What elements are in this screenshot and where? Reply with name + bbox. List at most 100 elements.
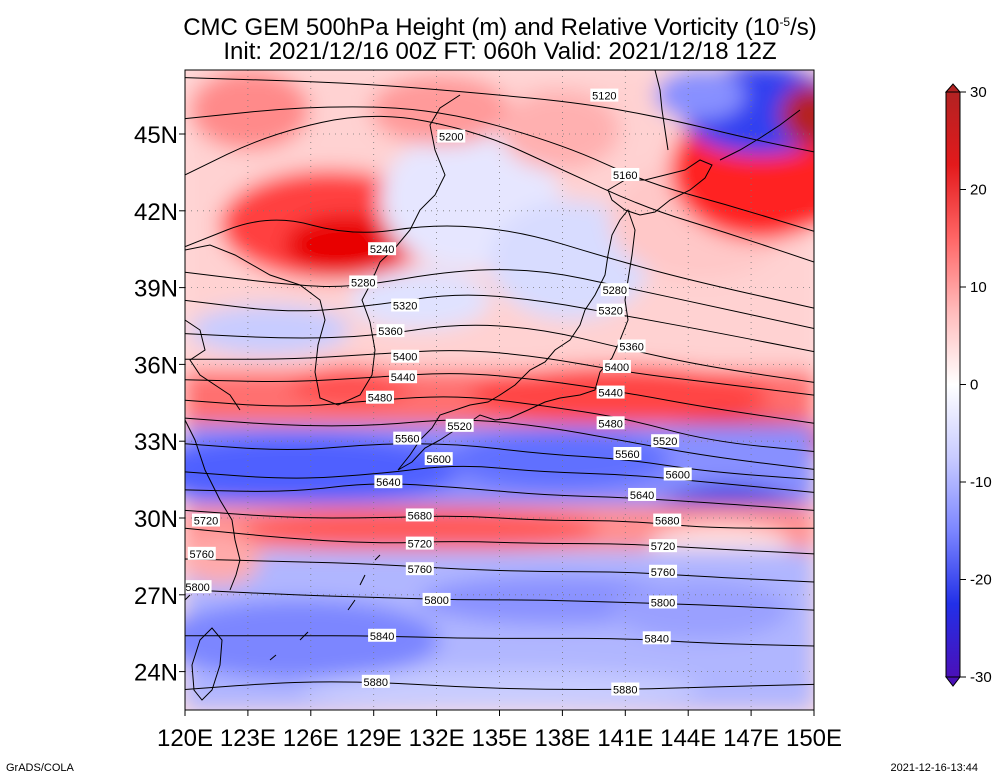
contour-label-5240: 5240 <box>370 244 394 256</box>
longitude-axis: 120E 123E 126E 129E 132E 135E 138E 141E 144E 147E… <box>157 710 842 752</box>
contour-label-bg <box>649 564 678 578</box>
contour-label-bg <box>649 595 678 609</box>
contour-label-5120: 5120 <box>592 91 616 103</box>
contour-label-bg <box>611 682 640 696</box>
contour-label-5680: 5680 <box>408 510 432 522</box>
contour-label-5720: 5720 <box>651 541 675 553</box>
coastlines <box>185 70 801 701</box>
colorbar-ticks: 30 20 10 0 -10 -20 -30 <box>960 84 992 686</box>
contour-label-5400: 5400 <box>605 362 629 374</box>
lat-tick-label: 42N <box>134 199 178 226</box>
contour-label-bg <box>187 546 216 560</box>
contour-label-bg <box>617 339 646 353</box>
contour-label-5480: 5480 <box>598 418 622 430</box>
contour-label-5800: 5800 <box>651 597 675 609</box>
height-contour-5120 <box>185 77 814 153</box>
contour-label-5720: 5720 <box>194 516 218 528</box>
contour-label-5520: 5520 <box>447 421 471 433</box>
lon-tick-label: 147E <box>723 725 779 752</box>
contour-label-bg <box>393 431 422 445</box>
lon-tick-label: 123E <box>220 725 276 752</box>
height-contour-5560 <box>185 443 814 481</box>
lat-tick-label: 33N <box>134 429 178 456</box>
height-contour-5320 <box>185 294 814 353</box>
contour-label-bg <box>361 674 390 688</box>
contour-label-bg <box>602 359 631 373</box>
colorbar-tick-label: 30 <box>970 84 987 101</box>
contour-label-5800: 5800 <box>185 582 209 594</box>
contour-label-5560: 5560 <box>615 449 639 461</box>
contour-label-5640: 5640 <box>376 477 400 489</box>
contour-label-5760: 5760 <box>408 564 432 576</box>
contour-label-5320: 5320 <box>598 306 622 318</box>
contour-label-5480: 5480 <box>368 393 392 405</box>
contour-label-bg <box>405 536 434 550</box>
contour-label-5840: 5840 <box>370 631 394 643</box>
colorbar-top-arrow <box>944 83 962 93</box>
contour-label-5880: 5880 <box>364 677 388 689</box>
contour-label-bg <box>649 539 678 553</box>
lon-tick-label: 135E <box>471 725 527 752</box>
lat-tick-label: 39N <box>134 276 178 303</box>
contour-label-bg <box>368 628 397 642</box>
lon-tick-label: 144E <box>660 725 716 752</box>
title-text: CMC GEM 500hPa Height (m) and Relative V… <box>183 14 780 41</box>
colorbar-tick-label: 20 <box>970 182 987 199</box>
contour-label-bg <box>183 580 212 594</box>
contour-label-bg <box>365 390 394 404</box>
contour-label-5360: 5360 <box>619 341 643 353</box>
contour-label-5760: 5760 <box>190 549 214 561</box>
lon-tick-label: 141E <box>597 725 653 752</box>
colorbar-tick-label: -30 <box>970 669 992 686</box>
height-contour-5280 <box>185 269 814 330</box>
height-contour-5160 <box>185 106 814 232</box>
contour-label-5720: 5720 <box>408 539 432 551</box>
contour-label-5760: 5760 <box>651 567 675 579</box>
contour-label-bg <box>611 167 640 181</box>
lon-tick-label: 120E <box>157 725 213 752</box>
contour-label-bg <box>405 562 434 576</box>
lat-tick-label: 27N <box>134 583 178 610</box>
contour-label-bg <box>596 385 625 399</box>
contour-label-bg <box>600 283 629 297</box>
contour-label-bg <box>391 349 420 363</box>
colorbar-tick-label: 10 <box>970 279 987 296</box>
colorbar-gradient <box>945 91 961 678</box>
contour-label-bg <box>628 487 657 501</box>
lon-tick-label: 138E <box>534 725 590 752</box>
contour-label-5400: 5400 <box>393 352 417 364</box>
contour-label-5520: 5520 <box>653 436 677 448</box>
contour-label-5200: 5200 <box>439 132 463 144</box>
contour-label-5160: 5160 <box>613 170 637 182</box>
contour-label-5280: 5280 <box>603 285 627 297</box>
contour-label-5360: 5360 <box>378 326 402 338</box>
height-contour-5360 <box>185 324 814 383</box>
contour-label-bg <box>596 416 625 430</box>
height-contour-5880 <box>185 681 814 691</box>
contour-label-bg <box>651 434 680 448</box>
contour-label-bg <box>424 452 453 466</box>
contour-label-bg <box>389 370 418 384</box>
lat-tick-label: 45N <box>134 122 178 149</box>
contour-label-bg <box>445 418 474 432</box>
height-contour-5400 <box>185 350 814 396</box>
title-superscript: -5 <box>779 15 791 29</box>
map-title-line2: Init: 2021/12/16 00Z FT: 060h Valid: 202… <box>223 38 777 65</box>
height-contour-labels: 5120 5160 5200 5240 5280 5280 5320 5320 5360 5360… <box>183 88 692 697</box>
contour-label-5680: 5680 <box>655 516 679 528</box>
contour-label-bg <box>642 631 671 645</box>
contour-label-5600: 5600 <box>665 469 689 481</box>
contour-label-bg <box>376 324 405 338</box>
lon-tick-label: 126E <box>283 725 339 752</box>
contour-label-5880: 5880 <box>613 685 637 697</box>
height-contour-5440 <box>185 373 814 424</box>
grads-credit: GrADS/COLA <box>6 762 74 774</box>
contour-label-5840: 5840 <box>645 633 669 645</box>
colorbar-tick-label: -10 <box>970 474 992 491</box>
contour-label-5600: 5600 <box>426 454 450 466</box>
vorticity-field <box>185 70 814 710</box>
render-timestamp: 2021-12-16-13:44 <box>890 762 978 774</box>
contour-label-5560: 5560 <box>395 434 419 446</box>
contour-label-5440: 5440 <box>391 372 415 384</box>
contour-label-bg <box>663 467 692 481</box>
